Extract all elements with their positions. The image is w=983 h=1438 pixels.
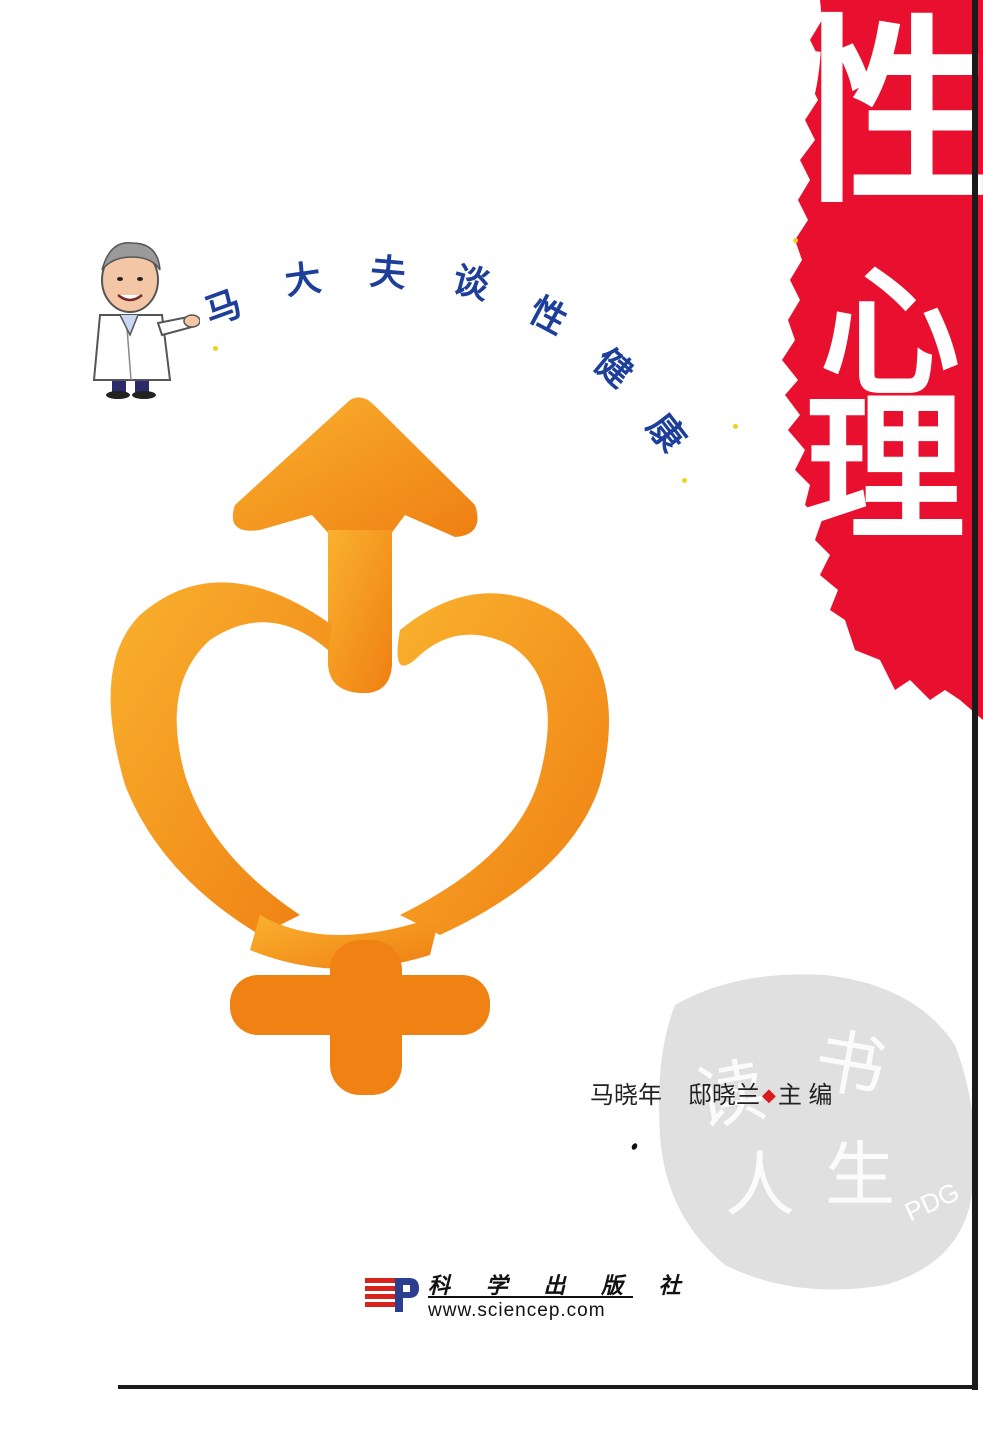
decor-dot (793, 238, 798, 243)
editor-name-1: 马晓年 (590, 1082, 662, 1109)
decor-dot (733, 424, 738, 429)
separator-diamond: ◆ (762, 1085, 776, 1105)
male-female-heart-symbol-icon (110, 397, 609, 1095)
decor-dot (213, 346, 218, 351)
speck (630, 1142, 639, 1151)
scan-edge-bottom (118, 1385, 973, 1389)
decor-dot (682, 478, 687, 483)
series-char-3: 夫 (368, 250, 408, 296)
publisher-divider (428, 1296, 633, 1298)
series-char-1: 马 (198, 282, 248, 334)
science-press-logo-icon (365, 1278, 419, 1312)
seal-watermark (659, 974, 975, 1290)
series-char-2: 大 (282, 256, 324, 304)
title-char-1: 性 (790, 0, 983, 231)
publisher-url: www.sciencep.com (428, 1300, 606, 1321)
seal-characters: 书 读 人 生 (685, 1019, 945, 1260)
seal-char-4: 生 (825, 1134, 895, 1216)
title-char-3: 理 (804, 376, 965, 563)
title-banner (782, 0, 983, 720)
publisher-name: 科 学 出 版 社 (428, 1273, 695, 1299)
doctor-cartoon-icon (92, 242, 200, 399)
series-char-5: 性 (522, 289, 574, 343)
scan-edge-right (972, 0, 978, 1390)
editor-name-2: 邸晓兰 (688, 1082, 760, 1109)
seal-char-3: 人 (725, 1144, 795, 1226)
series-char-4: 谈 (448, 258, 494, 308)
series-char-7: 康 (638, 405, 694, 461)
title-char-2: 心 (819, 253, 960, 416)
series-char-6: 健 (585, 340, 641, 396)
editor-role: 主 编 (777, 1082, 833, 1109)
editors-line: 马晓年 邸晓兰 ◆主 编 (590, 1075, 833, 1110)
